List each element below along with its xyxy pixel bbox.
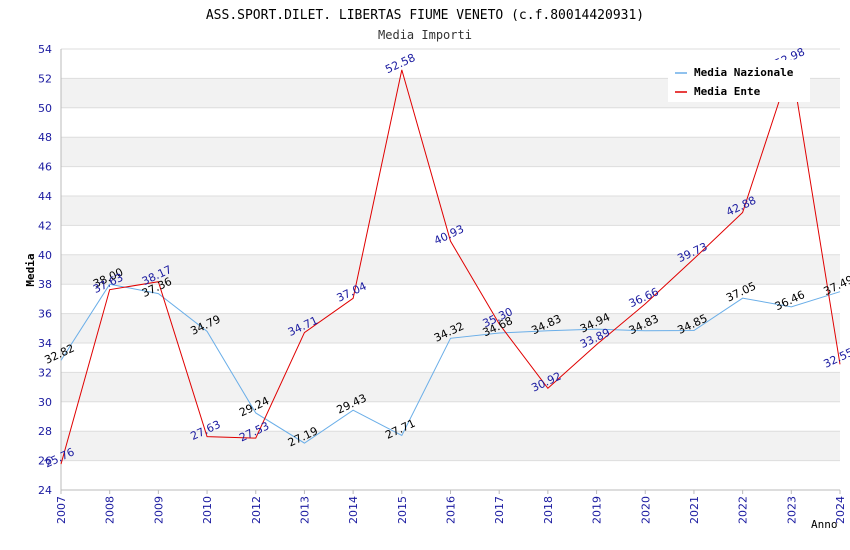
- x-tick-label: 2012: [250, 496, 263, 524]
- y-tick-label: 36: [38, 308, 52, 321]
- y-tick-label: 44: [38, 190, 52, 203]
- y-tick-label: 38: [38, 278, 52, 291]
- legend-label-media-ente: Media Ente: [694, 85, 761, 98]
- grid-band: [61, 254, 840, 285]
- y-tick-label: 30: [38, 396, 52, 409]
- x-tick-label: 2010: [201, 496, 214, 524]
- data-label: 40.93: [432, 222, 466, 247]
- data-label: 52.58: [383, 51, 417, 76]
- y-tick-label: 26: [38, 455, 52, 468]
- x-tick-label: 2018: [542, 496, 555, 524]
- x-tick-label: 2008: [104, 496, 117, 524]
- data-label: 25.76: [42, 445, 76, 470]
- axes: [60, 49, 841, 494]
- x-axis-label: Anno: [811, 518, 838, 531]
- data-label: 36.66: [627, 285, 661, 310]
- chart-subtitle: Media Importi: [378, 28, 472, 42]
- x-tick-label: 2016: [445, 496, 458, 524]
- x-tick-label: 2014: [347, 496, 360, 524]
- legend-label-media-nazionale: Media Nazionale: [694, 66, 794, 79]
- y-tick-label: 46: [38, 161, 52, 174]
- x-tick-label: 2007: [55, 496, 68, 524]
- grid-band: [61, 372, 840, 402]
- data-label: 36.46: [773, 288, 807, 313]
- grid-bands: [61, 78, 840, 461]
- y-tick-label: 50: [38, 102, 52, 115]
- x-tick-label: 2023: [785, 496, 798, 524]
- data-label: 32.55: [821, 346, 850, 371]
- y-tick-labels: 24 26 28 30 32 34 36 38 40 42 44 46 48 50 52 54: [38, 43, 52, 497]
- y-tick-label: 48: [38, 131, 52, 144]
- series-line-media-ente: [60, 63, 841, 465]
- y-axis-label: Media: [24, 253, 37, 286]
- y-tick-label: 32: [38, 366, 52, 379]
- series-lines: [60, 63, 841, 465]
- y-tick-label: 34: [38, 337, 52, 350]
- y-tick-label: 42: [38, 219, 52, 232]
- series-line-media-nazionale: [60, 283, 841, 444]
- gridlines: [61, 48, 840, 491]
- chart-title: ASS.SPORT.DILET. LIBERTAS FIUME VENETO (…: [206, 8, 644, 23]
- y-tick-label: 28: [38, 425, 52, 438]
- x-tick-label: 2022: [737, 496, 750, 524]
- x-tick-labels: 2007 2008 2009 2010 2012 2013 2014 2015 2016 2017…: [55, 496, 847, 524]
- x-tick-label: 2017: [493, 496, 506, 524]
- x-tick-label: 2013: [298, 496, 311, 524]
- grid-band: [61, 137, 840, 167]
- x-tick-label: 2024: [834, 496, 847, 524]
- y-tick-label: 40: [38, 249, 52, 262]
- y-tick-label: 52: [38, 72, 52, 85]
- x-tick-label: 2019: [591, 496, 604, 524]
- grid-band: [61, 431, 840, 461]
- x-tick-label: 2021: [688, 496, 701, 524]
- x-tick-label: 2020: [639, 496, 652, 524]
- y-tick-label: 54: [38, 43, 52, 56]
- y-tick-label: 24: [38, 484, 52, 497]
- grid-band: [61, 196, 840, 226]
- legend-box: [668, 60, 810, 102]
- legend: Media Nazionale Media Ente: [668, 60, 810, 102]
- x-tick-label: 2015: [396, 496, 409, 524]
- x-tick-label: 2009: [152, 496, 165, 524]
